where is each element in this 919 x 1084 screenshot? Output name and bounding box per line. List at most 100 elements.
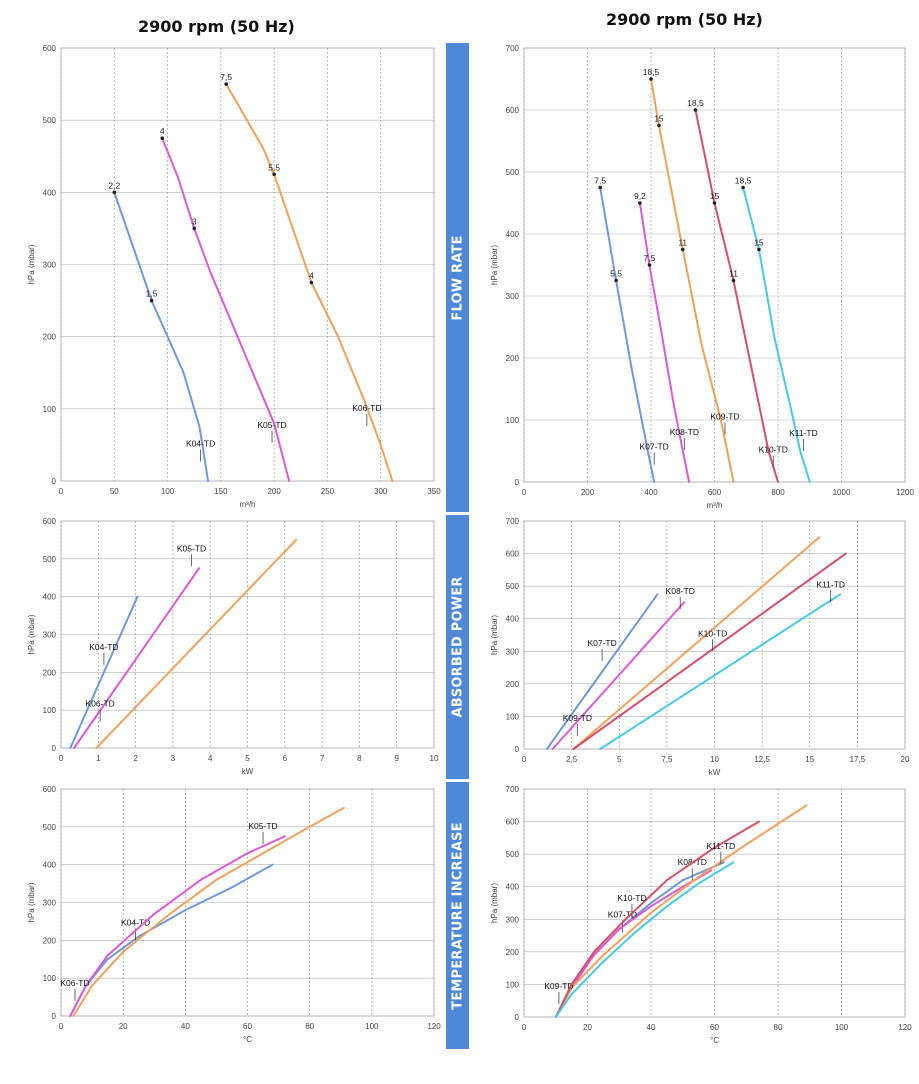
temp-left-x-axis-label: °C [243, 1035, 252, 1044]
flow-right-series-label-k09-td: K09-TD [710, 411, 739, 421]
flow-right-marker-k10-td [693, 108, 698, 112]
power-right-x-tick: 7,5 [661, 755, 673, 764]
temp-right-x-tick: 0 [522, 1023, 527, 1032]
flow-left-series-k05-td [161, 137, 291, 482]
temp-left-x-tick: 120 [427, 1022, 441, 1031]
power-left-y-tick: 200 [43, 668, 57, 677]
temp-left-series-label-k04-td: K04-TD [121, 917, 150, 927]
temp-right-series-k11-td [554, 861, 735, 1018]
flow-left-y-tick: 300 [43, 261, 57, 270]
flow-left-y-tick: 100 [43, 405, 57, 414]
power-right-series-k07-td [545, 593, 659, 750]
flow-right-marker-k07-td [614, 278, 618, 283]
flow-right-series-k11-td [742, 186, 811, 483]
flow-right-y-tick: 0 [515, 478, 520, 487]
flow-right-x-tick: 1200 [896, 488, 914, 497]
flow-right-marker-k08-td [647, 263, 652, 267]
flow-right-y-tick: 300 [506, 292, 520, 301]
power-left-x-tick: 2 [133, 754, 138, 763]
flow-right-marker-label-k09-td: 11 [678, 238, 687, 248]
temp-left-y-tick: 500 [43, 823, 57, 832]
flow-left-marker-k04-td [149, 298, 154, 303]
flow-right-marker-label-k10-td: 15 [710, 191, 720, 201]
chart-title-right: 2900 rpm (50 Hz) [606, 10, 763, 29]
power-left-y-tick: 100 [43, 706, 57, 715]
power-right-y-tick: 400 [506, 615, 520, 624]
power-left-y-tick: 600 [43, 517, 57, 526]
power-left-x-tick: 4 [208, 754, 213, 763]
power-left-x-tick: 9 [394, 754, 399, 763]
flow-right-marker-k09-td [680, 247, 685, 252]
power-right-y-tick: 300 [506, 647, 520, 656]
temp-left-series-k06-td [72, 806, 345, 1017]
flow-right-series-label-k10-td: K10-TD [759, 445, 788, 455]
flow-right-x-tick: 1000 [833, 488, 851, 497]
power-right-chart: 0 2,5 5 7,5 10 12,5 15 17,5 20010020030040050060… [490, 517, 910, 777]
flow-right-series-k07-td [599, 186, 656, 483]
flow-right-marker-label-k07-td: 7,5 [594, 176, 606, 186]
flow-left-marker-label-k06-td: 5,5 [268, 162, 280, 172]
temp-left-x-tick: 20 [119, 1022, 128, 1031]
power-right-series-label-k09-td: K09-TD [563, 713, 592, 723]
temp-right-y-tick: 0 [515, 1013, 520, 1022]
flow-right-marker-k11-td [757, 247, 761, 252]
power-right-y-tick: 500 [506, 582, 520, 591]
temp-right-x-tick: 60 [710, 1023, 719, 1032]
flow-left-marker-k06-td [272, 172, 276, 177]
flow-left-series-label-k05-td: K05-TD [257, 420, 286, 430]
power-right-x-tick: 5 [617, 755, 622, 764]
power-right-y-tick: 200 [506, 680, 520, 689]
temp-left-x-tick: 40 [181, 1022, 190, 1031]
power-right-x-tick: 15 [805, 755, 814, 764]
temp-left-x-tick: 100 [365, 1022, 379, 1031]
flow-right-marker-label-k10-td: 18,5 [687, 98, 704, 108]
power-left-series-label-k06-td: K06-TD [86, 699, 115, 709]
flow-right-series-label-k07-td: K07-TD [640, 442, 669, 452]
power-left-series-k04-td [69, 595, 139, 749]
temp-left-series-label-k05-td: K05-TD [248, 821, 277, 831]
temp-right-y-tick: 600 [506, 818, 520, 827]
temp-right-series-label-k11-td: K11-TD [707, 841, 736, 851]
flow-left-marker-label-k05-td: 4 [160, 126, 165, 136]
power-right-x-tick: 17,5 [850, 755, 866, 764]
power-left-x-tick: 1 [96, 754, 101, 763]
temp-left-series-label-k06-td: K06-TD [60, 978, 89, 988]
temp-right-series-label-k10-td: K10-TD [617, 893, 646, 903]
temp-right-series-k10-td [554, 820, 760, 1018]
flow-left-x-tick: 350 [427, 487, 441, 496]
flow-left-chart: 0 50 100 150 200 250 300 350 0 100 200 300 400 500 600… [27, 44, 441, 509]
temp-right-x-tick: 100 [835, 1023, 849, 1032]
flow-right-x-tick: 200 [581, 488, 595, 497]
flow-right-marker-k09-td [657, 123, 661, 128]
temp-right-chart: 0 20 40 60 80 100 120 0 100 200 300 400 500 600 700 °C h… [490, 785, 912, 1045]
flow-right-y-tick: 700 [506, 44, 520, 53]
power-right-series-label-k11-td: K11-TD [816, 579, 845, 589]
temp-right-series-k09-td [554, 804, 808, 1018]
temp-right-y-tick: 200 [506, 948, 520, 957]
flow-left-x-tick: 200 [267, 487, 281, 496]
flow-right-chart: 0 200 400 600 800 1000 1200 0 100 200 300 400 500 600… [490, 44, 914, 510]
flow-left-marker-label-k06-td: 7,5 [220, 72, 232, 82]
flow-left-marker-label-k04-td: 2,2 [108, 180, 120, 190]
power-left-x-tick: 3 [171, 754, 176, 763]
flow-left-marker-label-k06-td: 4 [309, 271, 314, 281]
power-right-series-k09-td [572, 536, 821, 750]
flow-left-marker-k06-td [309, 280, 314, 285]
flow-right-marker-k10-td [731, 278, 736, 283]
flow-left-x-tick: 0 [59, 487, 64, 496]
flow-left-marker-k06-td [224, 82, 228, 86]
temp-right-y-tick: 500 [506, 850, 520, 859]
temp-left-y-tick: 600 [43, 785, 57, 794]
flow-right-series-k09-td [650, 78, 735, 483]
power-right-x-tick: 12,5 [754, 755, 770, 764]
power-left-x-tick: 8 [357, 754, 362, 763]
temp-right-y-tick: 300 [506, 915, 520, 924]
flow-left-series-k06-td [225, 83, 394, 482]
power-left-y-tick: 500 [43, 555, 57, 564]
flow-right-series-k08-td [638, 202, 691, 483]
power-right-y-tick: 0 [515, 745, 520, 754]
temperature-increase-band: TEMPERATURE INCREASE [446, 782, 469, 1049]
power-left-y-tick: 300 [43, 631, 57, 640]
power-left-series-label-k05-td: K05-TD [177, 543, 206, 553]
